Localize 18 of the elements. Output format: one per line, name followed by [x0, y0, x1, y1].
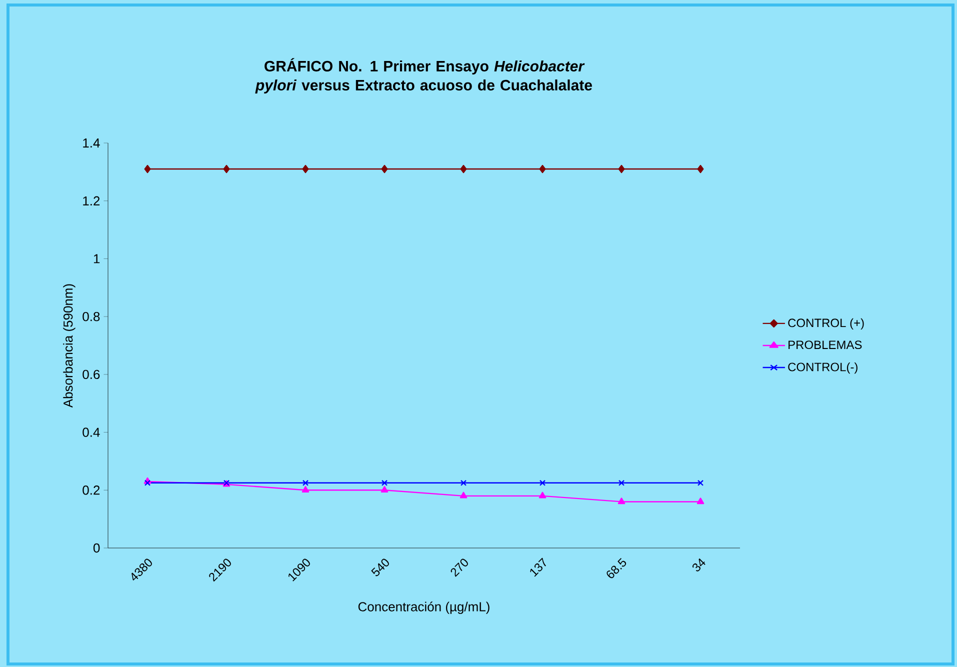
legend-label: CONTROL(-) — [788, 362, 858, 374]
y-axis-title: Absorbancia (590nm) — [63, 284, 76, 408]
y-tick-label: 1.2 — [83, 196, 100, 206]
x-axis-title: Concentración (µg/mL) — [358, 602, 490, 614]
chart-title: GRÁFICO No. 1 Primer Ensayo Helicobacter pylori versus Extracto acuoso de Cuachalalate — [255, 58, 592, 94]
y-tick-label: 0.6 — [82, 370, 100, 380]
legend-label: PROBLEMAS — [788, 340, 862, 350]
y-tick-label: 1.4 — [83, 138, 100, 148]
legend-label: CONTROL (+) — [788, 318, 864, 330]
y-tick-label: 0 — [93, 543, 100, 553]
y-tick-label: 0.4 — [82, 428, 100, 437]
x-tick-label: 34 — [692, 558, 706, 572]
x-tick-label: 540 — [371, 558, 389, 576]
x-tick-label: 137 — [530, 558, 546, 577]
y-tick-label: 1 — [94, 254, 100, 264]
y-tick-label: 0.2 — [82, 486, 100, 495]
x-tick-label: 270 — [450, 558, 468, 577]
y-tick-label: 0.8 — [82, 312, 100, 322]
